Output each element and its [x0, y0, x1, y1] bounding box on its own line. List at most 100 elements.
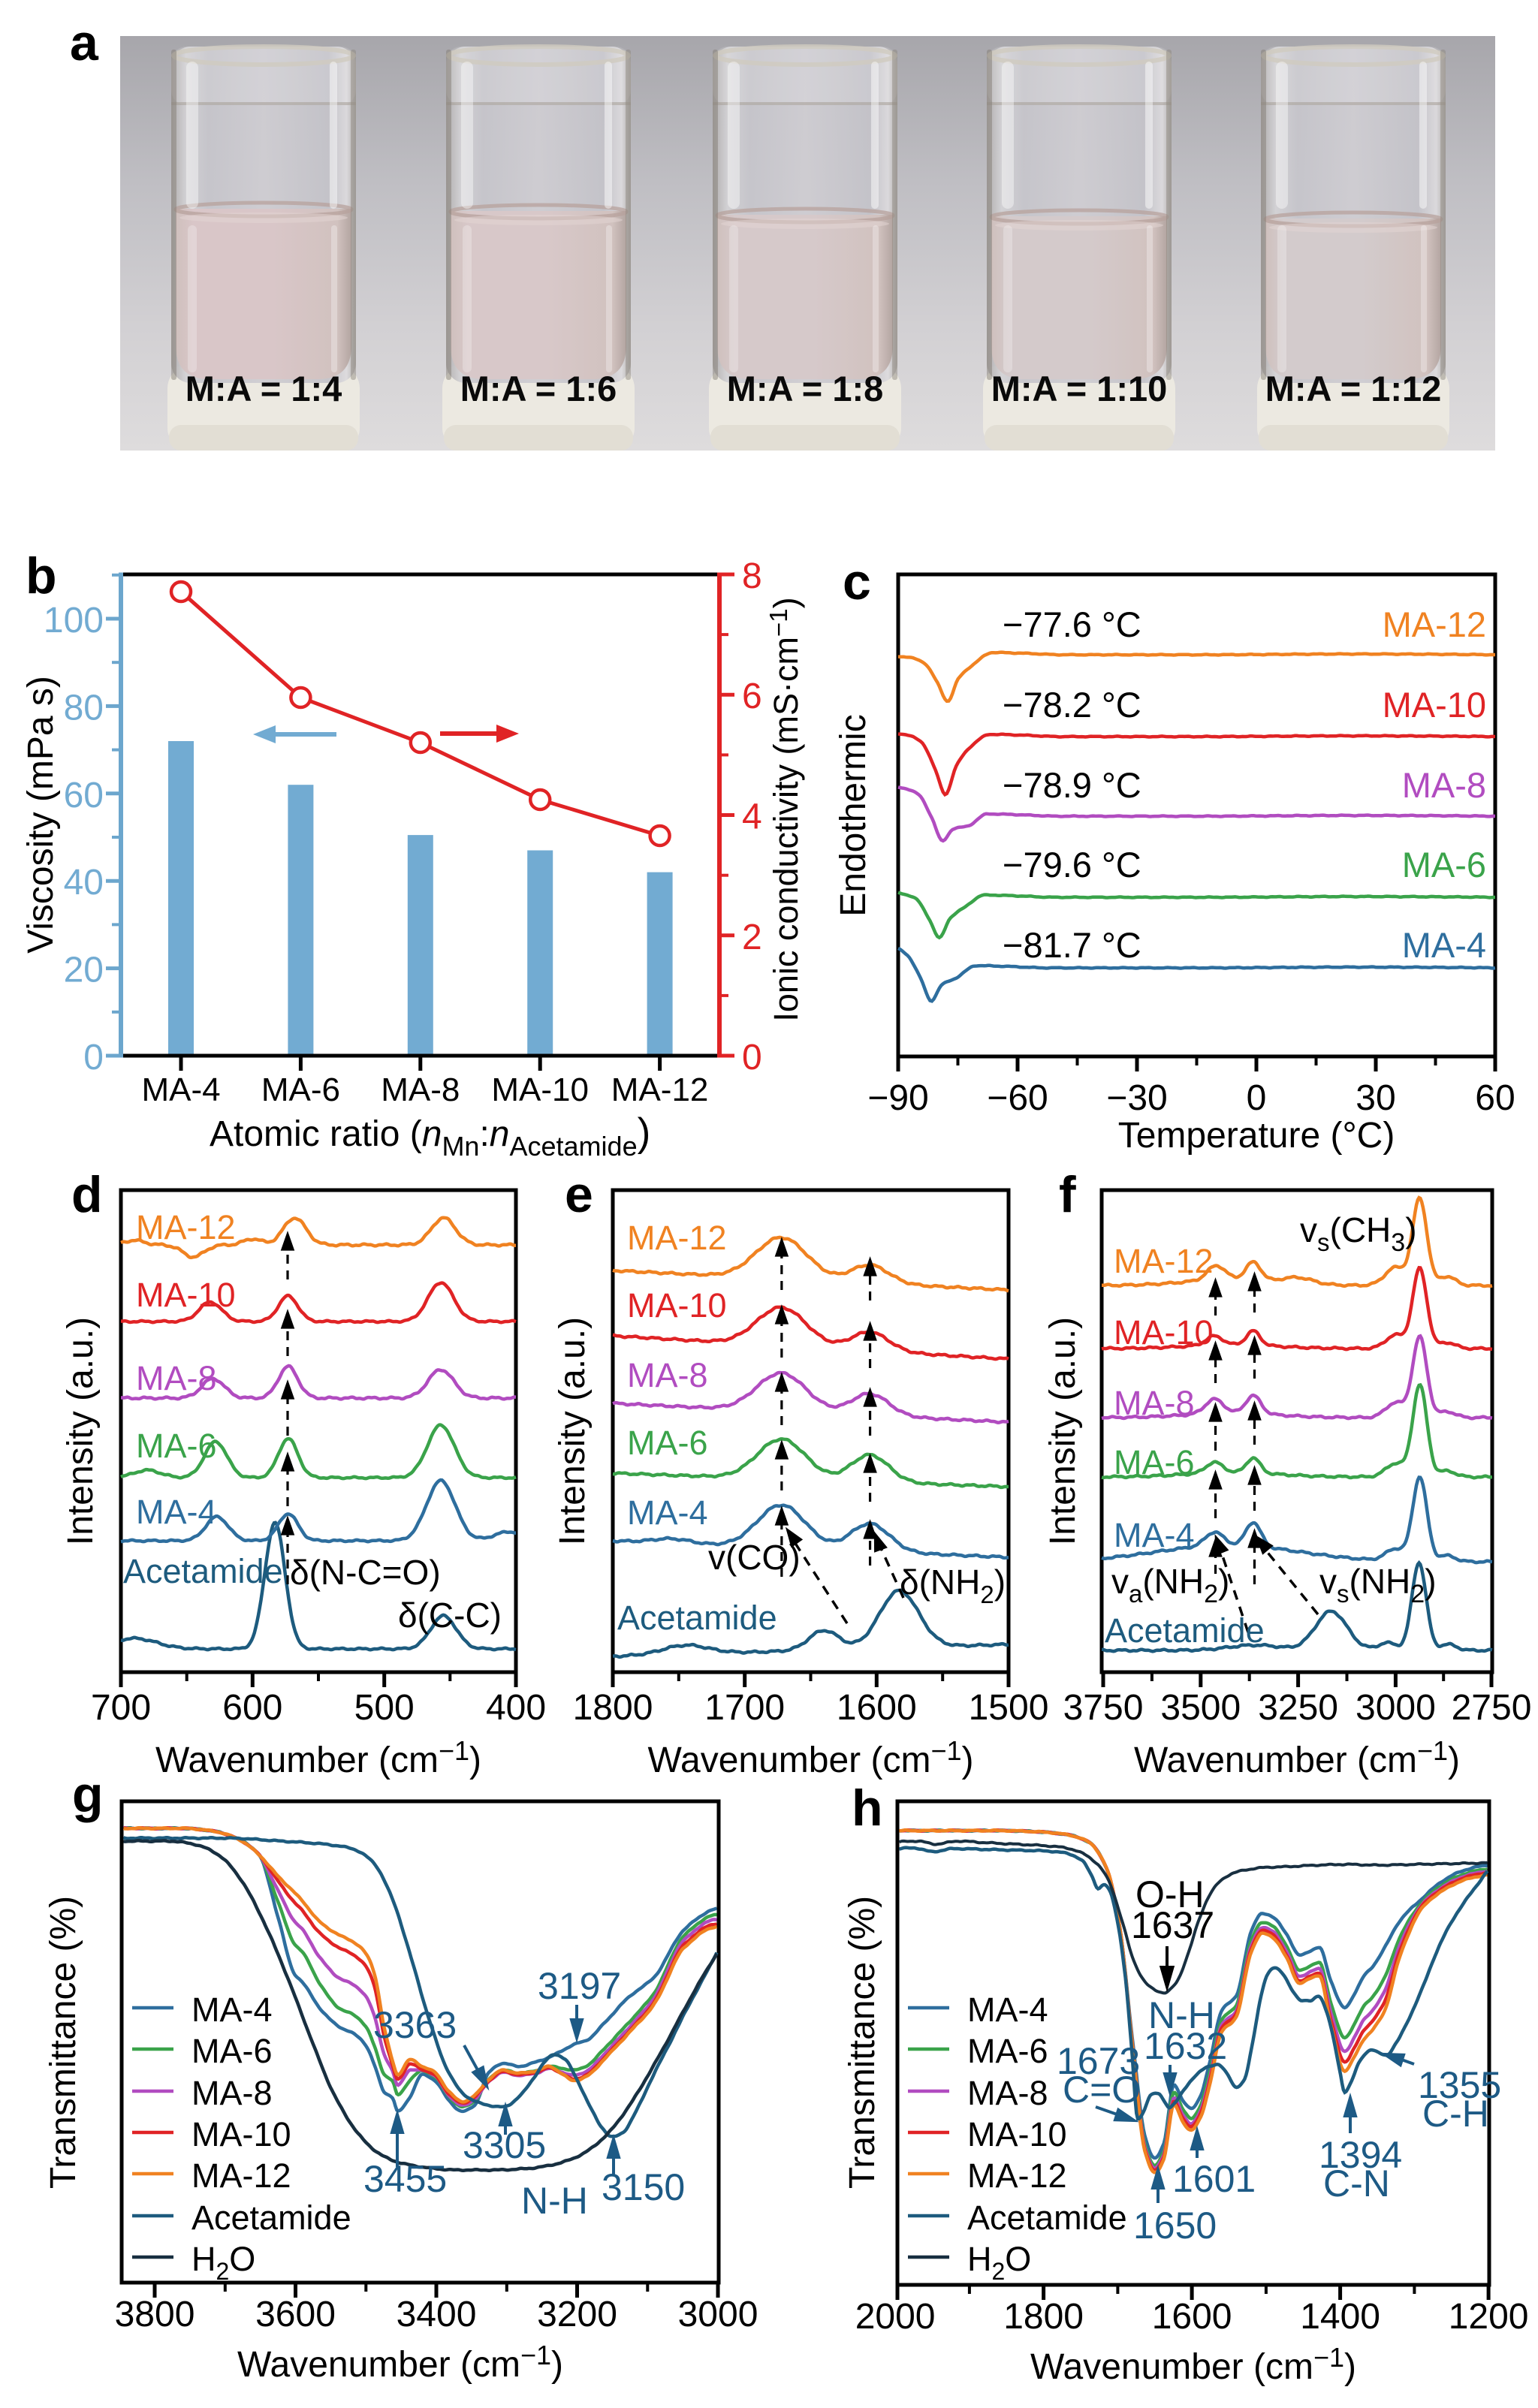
svg-text:Wavenumber (cm−1): Wavenumber (cm−1): [237, 2340, 563, 2385]
svg-text:3800: 3800: [115, 2295, 195, 2334]
svg-text:1673: 1673: [1057, 2040, 1140, 2082]
svg-text:1632: 1632: [1144, 2025, 1227, 2067]
svg-text:MA-4: MA-4: [627, 1493, 708, 1532]
svg-text:C-N: C-N: [1323, 2162, 1390, 2205]
svg-text:1800: 1800: [573, 1688, 653, 1728]
svg-text:1355: 1355: [1418, 2064, 1501, 2106]
svg-text:MA-6: MA-6: [1114, 1443, 1195, 1481]
svg-text:MA-6: MA-6: [136, 1427, 217, 1465]
svg-text:MA-8: MA-8: [136, 1359, 217, 1397]
svg-text:1600: 1600: [1152, 2297, 1232, 2337]
svg-text:1637: 1637: [1131, 1904, 1214, 1946]
svg-text:Acetamide: Acetamide: [123, 1552, 283, 1590]
svg-text:8: 8: [742, 556, 762, 596]
svg-text:MA-12: MA-12: [611, 1071, 709, 1108]
svg-text:MA-4: MA-4: [136, 1493, 217, 1531]
svg-text:e: e: [565, 1166, 593, 1223]
svg-text:3000: 3000: [1356, 1688, 1436, 1728]
svg-text:MA-10: MA-10: [491, 1071, 589, 1108]
svg-text:1500: 1500: [969, 1688, 1049, 1728]
svg-text:MA-8: MA-8: [381, 1071, 460, 1108]
svg-text:600: 600: [222, 1688, 282, 1728]
svg-text:MA-6: MA-6: [627, 1424, 708, 1462]
svg-text:d: d: [71, 1166, 103, 1223]
svg-text:60: 60: [1475, 1078, 1515, 1118]
svg-text:30: 30: [1356, 1078, 1395, 1118]
svg-text:1394: 1394: [1319, 2134, 1402, 2176]
svg-text:MA-8: MA-8: [1402, 765, 1486, 805]
svg-text:Wavenumber (cm−1): Wavenumber (cm−1): [155, 1735, 481, 1780]
svg-text:MA-6: MA-6: [967, 2032, 1048, 2070]
svg-text:MA-12: MA-12: [967, 2156, 1067, 2195]
svg-text:3250: 3250: [1258, 1688, 1338, 1728]
svg-text:3600: 3600: [255, 2295, 336, 2334]
svg-text:M:A = 1:8: M:A = 1:8: [727, 369, 884, 408]
svg-text:MA-6: MA-6: [191, 2032, 273, 2070]
svg-text:N-H: N-H: [1148, 1994, 1215, 2036]
svg-text:MA-4: MA-4: [1402, 925, 1486, 965]
svg-text:−90: −90: [867, 1078, 928, 1118]
svg-text:400: 400: [486, 1688, 546, 1728]
svg-text:N-H: N-H: [521, 2180, 588, 2222]
svg-text:MA-4: MA-4: [1114, 1516, 1195, 1554]
svg-text:4: 4: [742, 797, 762, 837]
svg-text:1400: 1400: [1300, 2297, 1380, 2337]
svg-text:MA-8: MA-8: [967, 2074, 1048, 2112]
svg-text:3455: 3455: [363, 2158, 447, 2200]
svg-text:MA-8: MA-8: [627, 1356, 708, 1394]
svg-text:−30: −30: [1106, 1078, 1167, 1118]
svg-text:MA-4: MA-4: [191, 1991, 273, 2029]
svg-text:Endothermic: Endothermic: [834, 714, 873, 916]
svg-text:0: 0: [83, 1038, 104, 1077]
svg-text:M:A = 1:6: M:A = 1:6: [460, 369, 617, 408]
svg-text:a: a: [70, 14, 99, 71]
svg-text:2750: 2750: [1452, 1688, 1532, 1728]
svg-text:2000: 2000: [855, 2297, 936, 2337]
svg-text:Intensity (a.u.): Intensity (a.u.): [1043, 1317, 1083, 1545]
svg-text:700: 700: [91, 1688, 151, 1728]
svg-text:MA-12: MA-12: [1383, 604, 1486, 644]
svg-text:Acetamide: Acetamide: [191, 2199, 351, 2237]
svg-text:va(NH2): va(NH2): [1111, 1562, 1229, 1608]
svg-text:O-H: O-H: [1135, 1873, 1205, 1915]
svg-text:80: 80: [64, 688, 104, 728]
svg-text:Intensity (a.u.): Intensity (a.u.): [553, 1317, 593, 1545]
svg-text:−60: −60: [987, 1078, 1048, 1118]
svg-text:Acetamide: Acetamide: [967, 2199, 1127, 2237]
svg-text:MA-6: MA-6: [261, 1071, 340, 1108]
svg-text:−79.6 °C: −79.6 °C: [1003, 845, 1141, 885]
svg-text:c: c: [843, 553, 871, 610]
svg-text:δ(C-C): δ(C-C): [398, 1596, 502, 1635]
svg-text:f: f: [1059, 1166, 1076, 1223]
svg-text:MA-12: MA-12: [1114, 1242, 1214, 1280]
svg-text:MA-6: MA-6: [1402, 845, 1486, 885]
svg-text:MA-10: MA-10: [1114, 1313, 1214, 1352]
svg-text:MA-10: MA-10: [136, 1276, 236, 1314]
svg-text:Transmittance (%): Transmittance (%): [843, 1896, 882, 2189]
svg-text:Ionic conductivity (mS·cm−1): Ionic conductivity (mS·cm−1): [764, 597, 805, 1021]
svg-text:C=O: C=O: [1063, 2069, 1141, 2111]
svg-text:Acetamide: Acetamide: [1105, 1611, 1265, 1650]
svg-text:H2O: H2O: [191, 2240, 255, 2285]
svg-text:3363: 3363: [373, 2004, 457, 2046]
svg-text:MA-4: MA-4: [141, 1071, 220, 1108]
svg-text:500: 500: [354, 1688, 415, 1728]
svg-text:1600: 1600: [837, 1688, 917, 1728]
svg-text:60: 60: [64, 776, 104, 815]
svg-text:3400: 3400: [397, 2295, 477, 2334]
svg-text:1650: 1650: [1133, 2205, 1217, 2247]
svg-text:MA-12: MA-12: [627, 1219, 727, 1257]
svg-text:0: 0: [1247, 1078, 1267, 1118]
svg-text:3197: 3197: [538, 1965, 621, 2007]
svg-text:MA-8: MA-8: [1114, 1384, 1195, 1422]
svg-text:3500: 3500: [1160, 1688, 1241, 1728]
svg-text:3750: 3750: [1063, 1688, 1144, 1728]
svg-text:Temperature (°C): Temperature (°C): [1118, 1116, 1395, 1156]
svg-text:3000: 3000: [678, 2295, 758, 2334]
svg-text:v(CO): v(CO): [708, 1538, 801, 1577]
svg-text:100: 100: [44, 601, 104, 640]
svg-text:−77.6 °C: −77.6 °C: [1003, 604, 1141, 644]
svg-text:40: 40: [64, 863, 104, 903]
svg-text:1200: 1200: [1449, 2297, 1529, 2337]
svg-text:−78.9 °C: −78.9 °C: [1003, 765, 1141, 805]
